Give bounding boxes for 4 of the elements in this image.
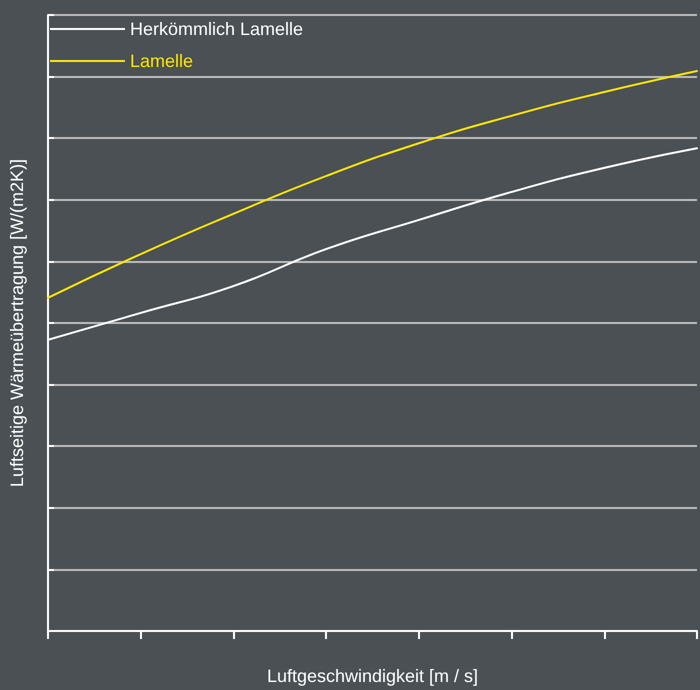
legend-label: Herkömmlich Lamelle (130, 19, 304, 39)
x-axis-title: Luftgeschwindigkeit [m / s] (266, 666, 478, 686)
y-axis-title: Luftseitige Wärmeübertragung [W/(m2K)] (7, 158, 27, 488)
legend-label: Lamelle (130, 51, 194, 71)
